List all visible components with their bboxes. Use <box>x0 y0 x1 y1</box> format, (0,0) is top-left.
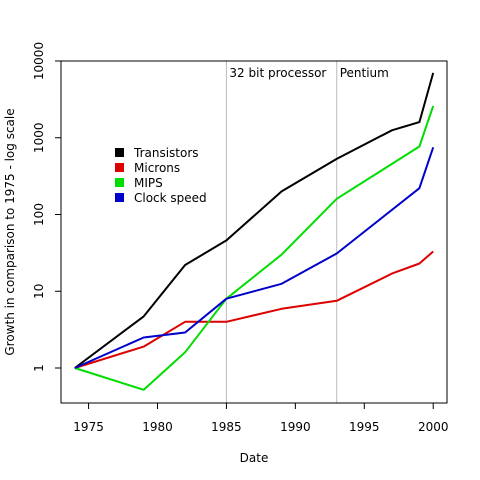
x-tick-label-1995: 1995 <box>349 420 380 434</box>
x-tick-label-1990: 1990 <box>280 420 311 434</box>
y-tick-label-1: 1 <box>32 364 46 372</box>
y-axis-label: Growth in comparison to 1975 - log scale <box>3 108 17 355</box>
x-tick-label-1975: 1975 <box>73 420 104 434</box>
legend-swatch-microns <box>115 163 124 172</box>
vline-label-pentium: Pentium <box>340 66 389 80</box>
y-tick-label-1000: 1000 <box>32 123 46 154</box>
y-tick-label-10: 10 <box>32 284 46 299</box>
x-axis-label: Date <box>240 451 269 465</box>
plot-frame <box>60 60 448 404</box>
series-line-transistors <box>74 72 435 369</box>
y-tick-label-10000: 10000 <box>32 42 46 80</box>
x-tick-label-1980: 1980 <box>142 420 173 434</box>
y-axis: 1 10 100 1000 10000 <box>32 42 61 372</box>
series-line-mips <box>74 105 435 391</box>
legend-swatch-clock-speed <box>115 193 124 202</box>
legend-swatch-transistors <box>115 148 124 157</box>
vertical-markers: 32 bit processor Pentium <box>225 61 389 403</box>
series-line-microns <box>74 250 434 369</box>
vline-label-32-bit-processor: 32 bit processor <box>229 66 326 80</box>
x-tick-label-1985: 1985 <box>211 420 242 434</box>
series-line-clock-speed <box>74 146 435 369</box>
series-lines <box>74 72 435 391</box>
legend-label-transistors: Transistors <box>133 146 199 160</box>
legend-label-mips: MIPS <box>134 176 163 190</box>
legend-label-clock-speed: Clock speed <box>134 191 207 205</box>
y-tick-label-100: 100 <box>32 203 46 226</box>
x-tick-label-2000: 2000 <box>418 420 449 434</box>
legend-label-microns: Microns <box>134 161 180 175</box>
x-axis: 1975 1980 1985 1990 1995 2000 <box>73 403 448 434</box>
legend-swatch-mips <box>115 178 124 187</box>
